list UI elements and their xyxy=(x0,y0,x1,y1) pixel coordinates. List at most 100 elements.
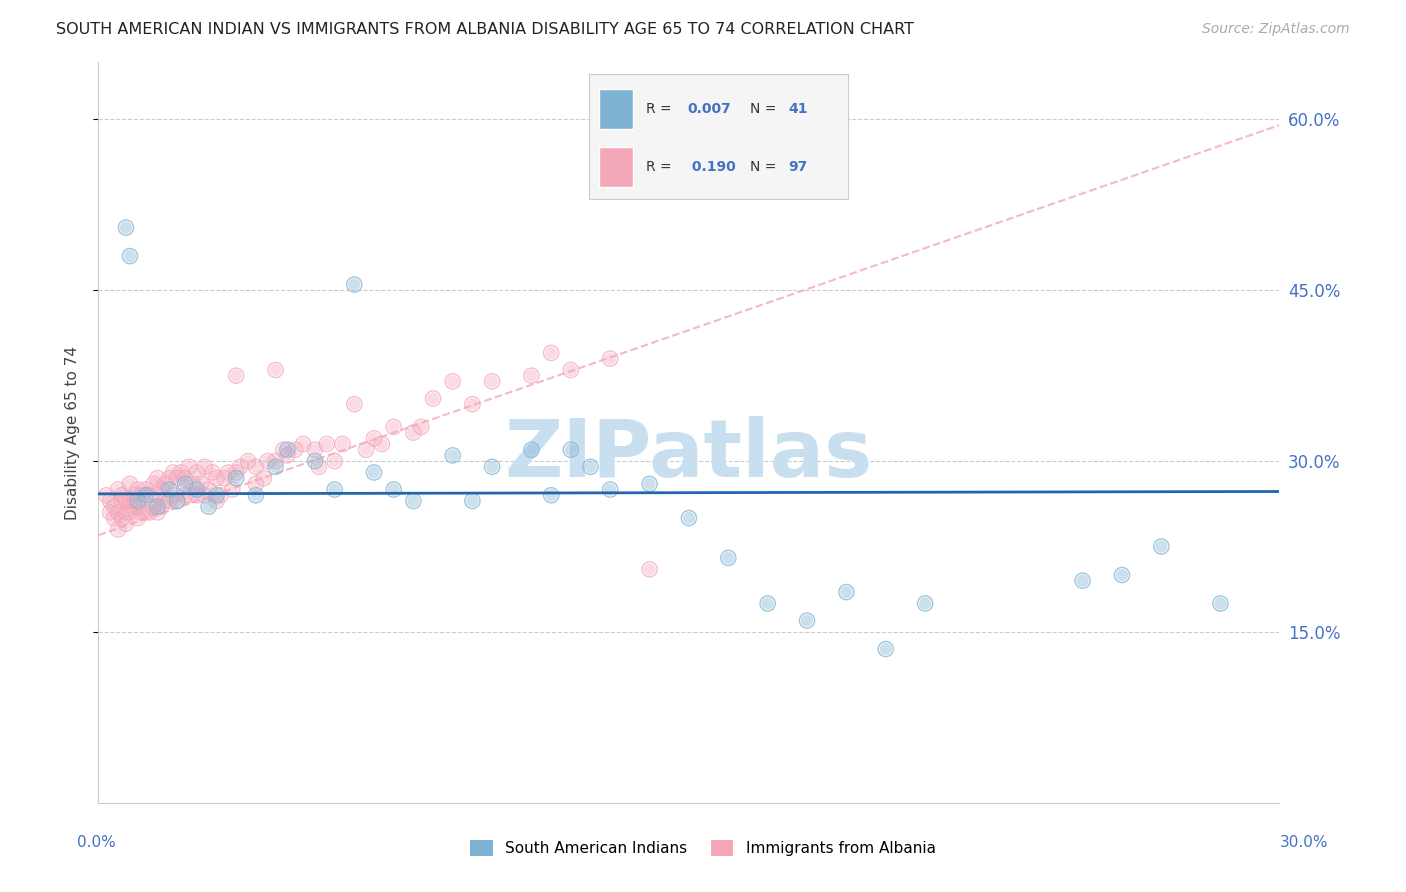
Point xyxy=(304,442,326,457)
Point xyxy=(225,471,247,485)
Point xyxy=(875,642,897,657)
Point xyxy=(197,483,219,497)
Point xyxy=(214,471,236,485)
Point xyxy=(174,476,197,491)
Point xyxy=(253,471,276,485)
Point xyxy=(127,483,149,497)
Point xyxy=(292,437,315,451)
Point xyxy=(221,483,243,497)
Point xyxy=(194,488,217,502)
Point xyxy=(276,442,298,457)
Point xyxy=(135,505,157,519)
Text: Source: ZipAtlas.com: Source: ZipAtlas.com xyxy=(1202,22,1350,37)
Point xyxy=(146,471,169,485)
Point xyxy=(146,488,169,502)
Point xyxy=(560,363,582,377)
Point xyxy=(155,494,177,508)
Point xyxy=(96,488,118,502)
Point xyxy=(304,454,326,468)
Point xyxy=(142,500,165,514)
Point xyxy=(118,249,141,263)
Point xyxy=(103,500,125,514)
Point xyxy=(138,505,160,519)
Point xyxy=(166,494,188,508)
Point xyxy=(756,597,779,611)
Point xyxy=(273,442,295,457)
Point xyxy=(402,425,425,440)
Point xyxy=(292,437,315,451)
Point xyxy=(245,459,267,474)
Point xyxy=(264,363,287,377)
Point xyxy=(135,483,157,497)
Point xyxy=(135,505,157,519)
Point xyxy=(441,449,464,463)
Point xyxy=(422,392,444,406)
Point xyxy=(166,471,188,485)
Point xyxy=(197,500,219,514)
Point xyxy=(343,277,366,292)
Point xyxy=(197,483,219,497)
Point xyxy=(174,488,197,502)
Point xyxy=(796,614,818,628)
Point xyxy=(363,431,385,445)
Point xyxy=(107,523,129,537)
Point xyxy=(201,466,224,480)
Point xyxy=(540,346,562,360)
Point xyxy=(717,550,740,565)
Point xyxy=(214,471,236,485)
Point xyxy=(1209,597,1232,611)
Point xyxy=(103,511,125,525)
Point xyxy=(205,488,228,502)
Point xyxy=(194,459,217,474)
Point xyxy=(205,488,228,502)
Point xyxy=(382,483,405,497)
Point xyxy=(122,488,145,502)
Point xyxy=(481,459,503,474)
Point xyxy=(111,494,134,508)
Point xyxy=(146,500,169,514)
Point xyxy=(186,483,208,497)
Point xyxy=(914,597,936,611)
Point xyxy=(264,459,287,474)
Point xyxy=(315,437,337,451)
Point xyxy=(162,466,184,480)
Point xyxy=(131,505,153,519)
Point xyxy=(186,466,208,480)
Point xyxy=(520,442,543,457)
Point xyxy=(638,476,661,491)
Point xyxy=(127,483,149,497)
Point xyxy=(107,483,129,497)
Point xyxy=(1071,574,1094,588)
Point xyxy=(402,494,425,508)
Point xyxy=(323,454,346,468)
Point xyxy=(343,277,366,292)
Point xyxy=(229,459,252,474)
Point xyxy=(166,494,188,508)
Point xyxy=(678,511,700,525)
Point xyxy=(107,523,129,537)
Point xyxy=(560,363,582,377)
Point xyxy=(162,488,184,502)
Point xyxy=(411,420,433,434)
Y-axis label: Disability Age 65 to 74: Disability Age 65 to 74 xyxy=(65,345,80,520)
Point xyxy=(315,437,337,451)
Point xyxy=(118,505,141,519)
Point xyxy=(162,466,184,480)
Point xyxy=(111,511,134,525)
Point xyxy=(174,488,197,502)
Point xyxy=(382,483,405,497)
Point xyxy=(599,351,621,366)
Point xyxy=(236,454,259,468)
Point xyxy=(638,562,661,576)
Point xyxy=(190,476,212,491)
Point xyxy=(142,500,165,514)
Point xyxy=(217,466,239,480)
Point xyxy=(115,494,138,508)
Point xyxy=(371,437,394,451)
Point xyxy=(1150,540,1173,554)
Point xyxy=(276,449,298,463)
Point xyxy=(122,500,145,514)
Point xyxy=(382,420,405,434)
Point xyxy=(131,505,153,519)
Point xyxy=(177,488,200,502)
